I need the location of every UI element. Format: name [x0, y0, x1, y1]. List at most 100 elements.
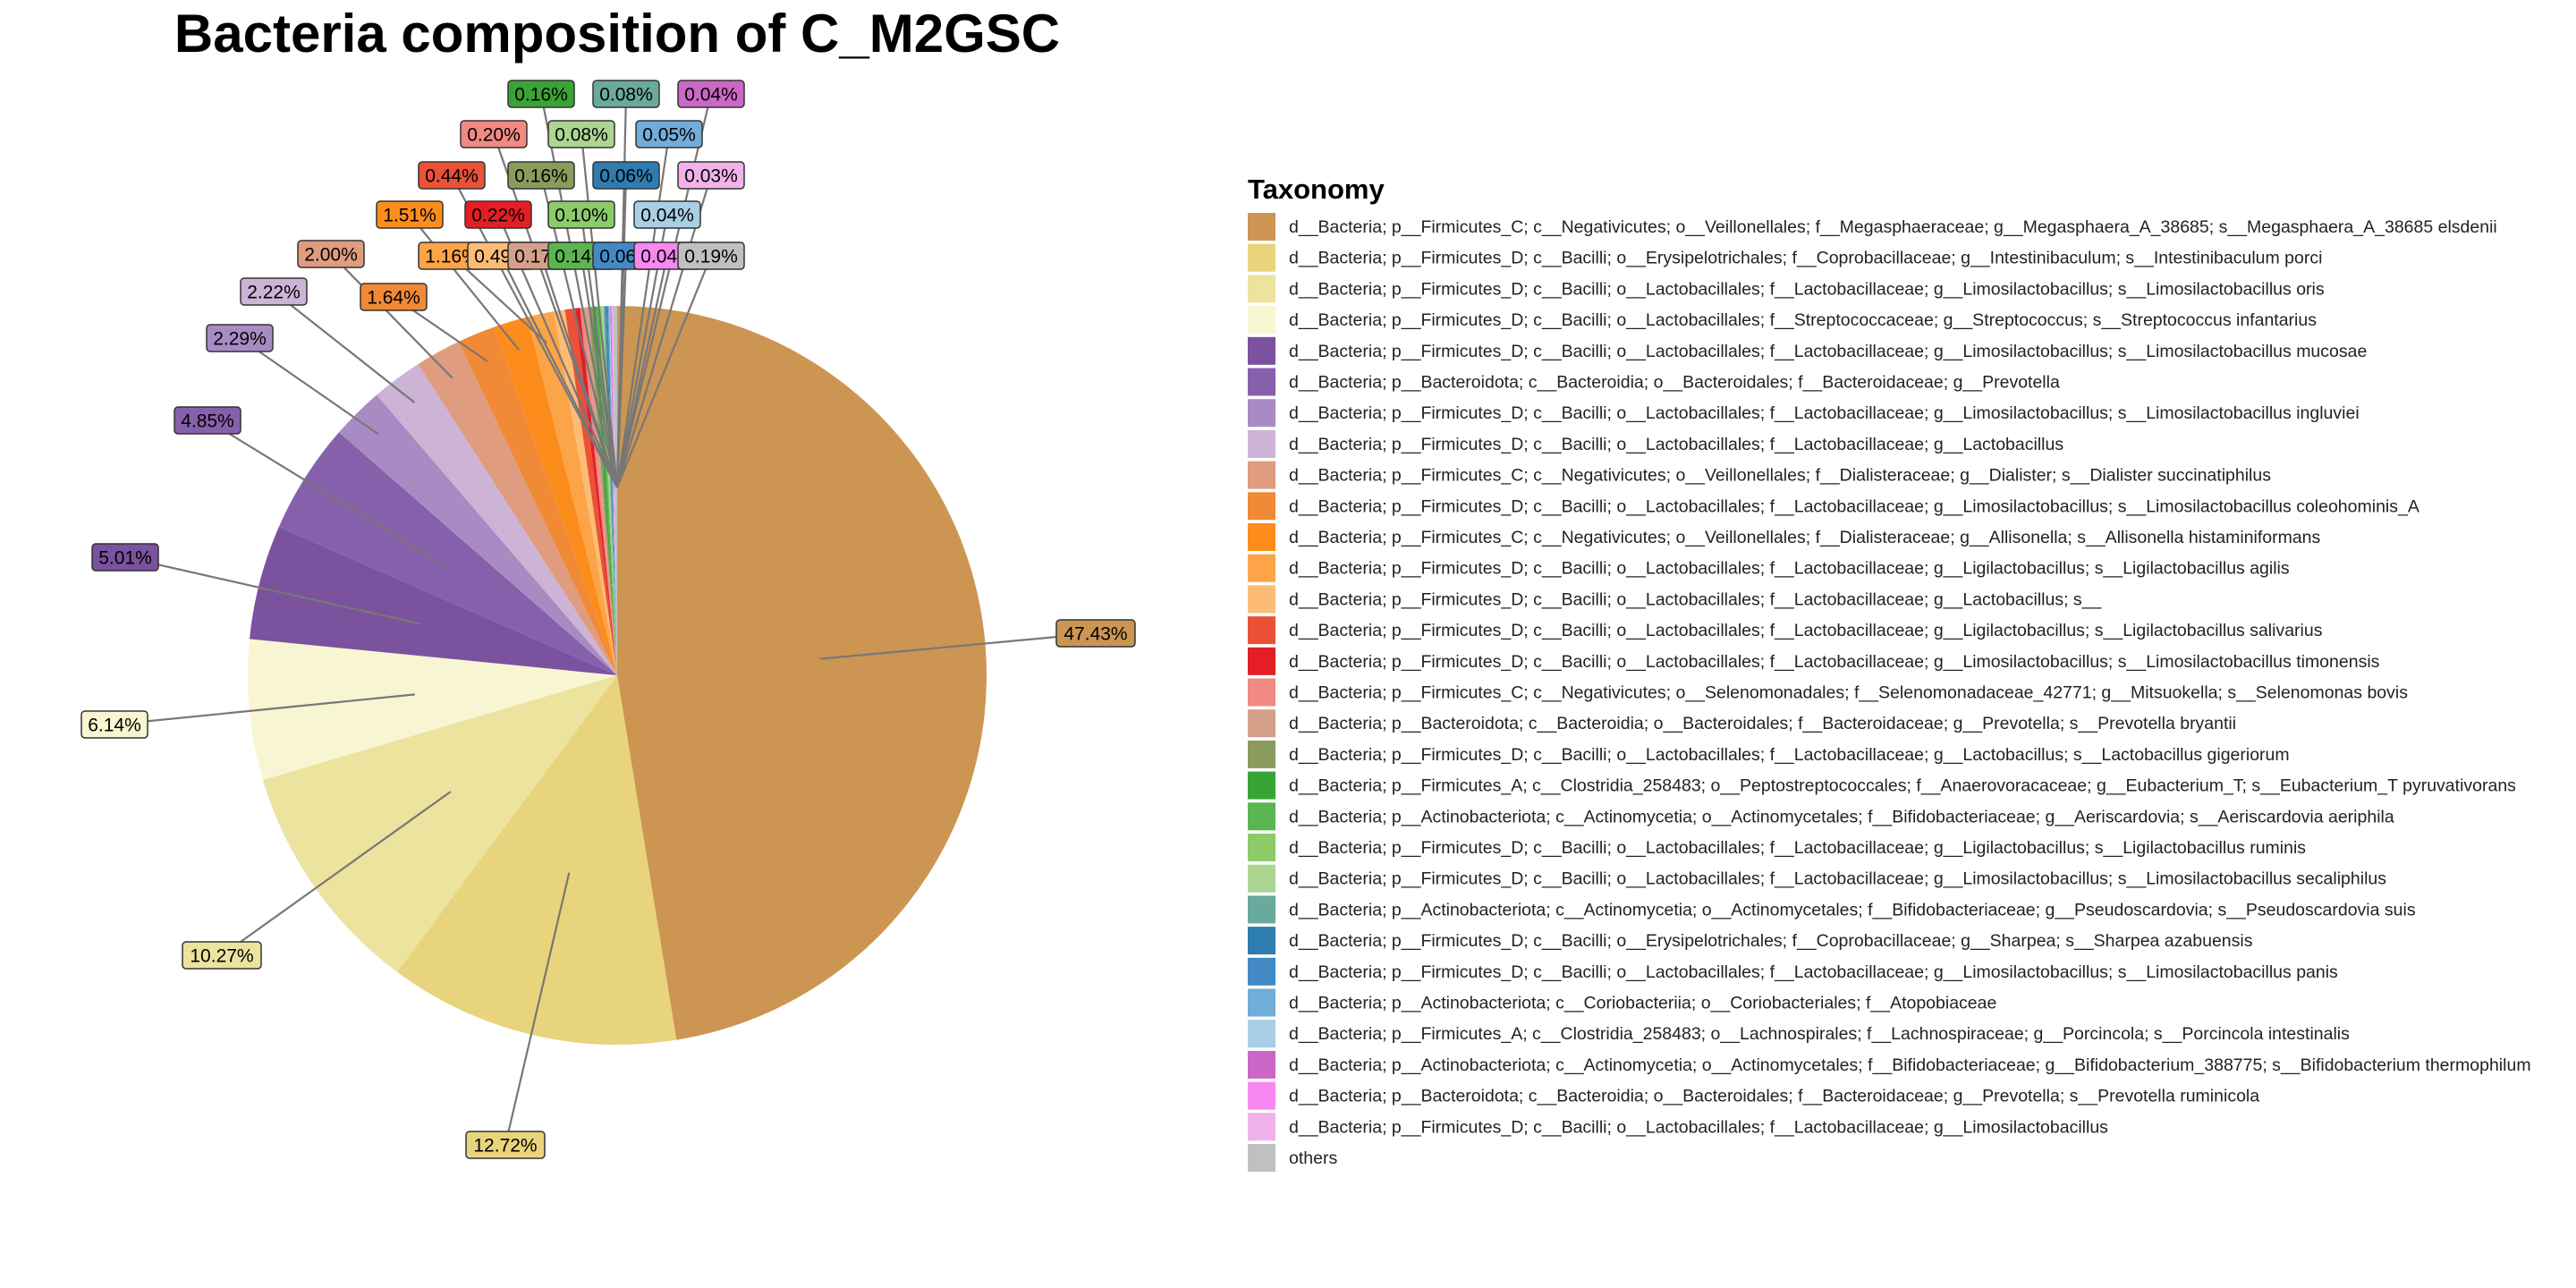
pie-slice — [617, 306, 987, 1040]
pie-slice — [613, 306, 617, 675]
legend-item: d__Bacteria; p__Firmicutes_D; c__Bacilli… — [1248, 834, 2306, 861]
slice-label: 1.64% — [360, 283, 428, 311]
legend-swatch — [1248, 429, 1275, 458]
legend-item: d__Bacteria; p__Firmicutes_D; c__Bacilli… — [1248, 927, 2253, 955]
legend-items: d__Bacteria; p__Firmicutes_C; c__Negativ… — [1248, 213, 2531, 1172]
legend-label: d__Bacteria; p__Firmicutes_D; c__Bacilli… — [1289, 403, 2360, 423]
legend-label: d__Bacteria; p__Firmicutes_A; c__Clostri… — [1289, 1024, 2350, 1044]
legend-swatch — [1248, 399, 1275, 428]
slice-label: 0.10% — [547, 200, 615, 229]
legend-swatch — [1248, 864, 1275, 893]
leader-line — [221, 791, 452, 956]
leader-line — [273, 291, 416, 403]
legend-label: d__Bacteria; p__Firmicutes_A; c__Clostri… — [1289, 776, 2516, 796]
leader-line — [409, 214, 521, 351]
leader-line — [615, 133, 671, 488]
pie-slices — [247, 306, 987, 1046]
legend-swatch — [1248, 1113, 1275, 1141]
legend-label: d__Bacteria; p__Firmicutes_C; c__Negativ… — [1289, 528, 2321, 547]
legend-swatch — [1248, 1020, 1275, 1048]
legend-item: d__Bacteria; p__Firmicutes_D; c__Bacilli… — [1248, 399, 2360, 428]
pie-slice — [580, 307, 617, 675]
legend-label: d__Bacteria; p__Firmicutes_D; c__Bacilli… — [1289, 589, 2103, 609]
leader-line — [330, 253, 453, 379]
pie-slice — [603, 306, 617, 675]
legend-item: d__Bacteria; p__Actinobacteriota; c__Act… — [1248, 895, 2416, 924]
legend-swatch — [1248, 368, 1275, 396]
legend-swatch — [1248, 1144, 1275, 1172]
leader-line — [539, 255, 619, 488]
slice-label-box — [360, 283, 428, 311]
slice-label-text: 2.29% — [213, 329, 267, 350]
legend-swatch — [1248, 895, 1275, 924]
slice-label: 0.06% — [592, 161, 660, 190]
legend-item: d__Bacteria; p__Firmicutes_C; c__Negativ… — [1248, 523, 2321, 551]
legend-item: d__Bacteria; p__Firmicutes_C; c__Negativ… — [1248, 213, 2497, 241]
leader-line — [819, 631, 1097, 660]
legend-swatch — [1248, 709, 1275, 738]
legend-label: d__Bacteria; p__Actinobacteriota; c__Act… — [1289, 807, 2394, 826]
legend-swatch — [1248, 461, 1275, 489]
pie-slice — [564, 308, 617, 675]
slice-label: 4.85% — [174, 406, 242, 435]
legend-title: Taxonomy — [1248, 174, 1385, 205]
slice-label-text: 0.05% — [642, 125, 696, 146]
legend-swatch — [1248, 585, 1275, 614]
legend-swatch — [1248, 275, 1275, 303]
legend-swatch — [1248, 834, 1275, 861]
pie-slice — [584, 307, 617, 675]
legend-item: d__Bacteria; p__Actinobacteriota; c__Act… — [1248, 802, 2394, 831]
legend-item: d__Bacteria; p__Firmicutes_D; c__Bacilli… — [1248, 275, 2325, 303]
legend-item: d__Bacteria; p__Firmicutes_D; c__Bacilli… — [1248, 429, 2063, 458]
pie-slice — [418, 341, 617, 675]
legend-item: d__Bacteria; p__Firmicutes_D; c__Bacilli… — [1248, 1113, 2108, 1141]
slice-label-text: 2.00% — [304, 245, 358, 266]
legend-swatch — [1248, 1081, 1275, 1110]
slice-label-box — [91, 543, 159, 572]
legend-swatch — [1248, 647, 1275, 675]
pie-slice — [247, 639, 617, 781]
legend-item: d__Bacteria; p__Firmicutes_A; c__Clostri… — [1248, 771, 2516, 800]
leader-line — [124, 555, 421, 625]
leader-line — [539, 93, 619, 488]
slice-label-text: 0.04% — [684, 85, 738, 106]
legend-swatch — [1248, 243, 1275, 272]
slice-label-box — [635, 120, 703, 148]
slice-label-box — [465, 1131, 546, 1159]
legend-swatch — [1248, 678, 1275, 707]
slice-label: 0.03% — [677, 161, 745, 190]
slice-label: 2.29% — [206, 324, 274, 352]
chart-title: Bacteria composition of C_M2GSC — [174, 4, 1060, 64]
legend-swatch — [1248, 957, 1275, 986]
legend-item: d__Bacteria; p__Firmicutes_D; c__Bacilli… — [1248, 957, 2338, 986]
pie-slice — [278, 432, 617, 675]
leader-line — [615, 255, 628, 488]
slice-label: 0.16% — [507, 161, 575, 190]
slice-label-text: 0.10% — [555, 206, 608, 226]
slice-label-box — [240, 277, 308, 306]
pie-slice — [607, 306, 617, 675]
legend-item: d__Bacteria; p__Firmicutes_D; c__Bacilli… — [1248, 492, 2419, 521]
legend-label: d__Bacteria; p__Firmicutes_D; c__Bacilli… — [1289, 279, 2325, 299]
legend-swatch — [1248, 492, 1275, 521]
slice-label-box — [507, 161, 575, 190]
slice-label-text: 12.72% — [473, 1136, 537, 1157]
slice-label-text: 0.19% — [684, 247, 738, 267]
legend-item: d__Bacteria; p__Firmicutes_D; c__Bacilli… — [1248, 554, 2290, 582]
legend-label: others — [1289, 1148, 1337, 1168]
legend-label: d__Bacteria; p__Bacteroidota; c__Bactero… — [1289, 714, 2236, 733]
pie-slice — [610, 306, 617, 675]
slice-label-text: 0.44% — [425, 166, 479, 187]
slice-label-text: 5.01% — [98, 548, 152, 569]
legend-label: d__Bacteria; p__Firmicutes_D; c__Bacilli… — [1289, 249, 2322, 268]
legend-label: d__Bacteria; p__Firmicutes_D; c__Bacilli… — [1289, 962, 2338, 982]
legend-label: d__Bacteria; p__Firmicutes_D; c__Bacilli… — [1289, 621, 2323, 640]
leader-line — [615, 255, 669, 488]
leader-line — [615, 93, 713, 488]
slice-label: 0.04% — [633, 200, 701, 229]
slice-label-box — [677, 242, 745, 270]
leader-line — [114, 693, 416, 726]
legend-label: d__Bacteria; p__Firmicutes_D; c__Bacilli… — [1289, 869, 2386, 889]
legend-item: d__Bacteria; p__Firmicutes_A; c__Clostri… — [1248, 1020, 2350, 1048]
legend-item: d__Bacteria; p__Firmicutes_D; c__Bacilli… — [1248, 616, 2323, 645]
